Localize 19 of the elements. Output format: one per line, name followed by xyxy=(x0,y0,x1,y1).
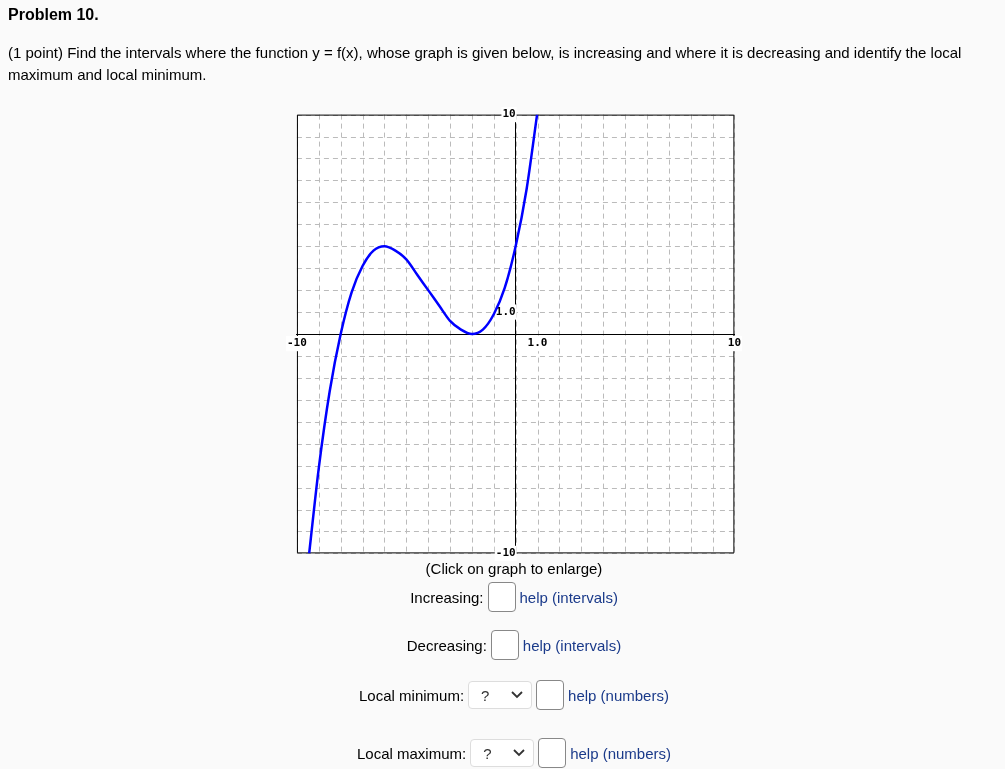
text: help (numbers) xyxy=(568,686,669,704)
chart-subtitle: (1 point) Find the intervals where the function y = f(x), whose graph is given below, is increasing and where it is decreasing and identify the local maximum and local minimum. xyxy=(8,43,963,85)
x-tick-label: -10 xyxy=(287,336,307,350)
y-tick-label: 10 xyxy=(502,107,516,121)
x-tick-label: 1.0 xyxy=(527,336,548,350)
text: Increasing: xyxy=(410,588,484,606)
text: Local maximum: xyxy=(356,744,467,762)
y-tick-label: -10 xyxy=(495,546,516,560)
text: help (numbers) xyxy=(570,744,672,762)
text: Local minimum: xyxy=(359,686,465,704)
y-tick-label: 1.0 xyxy=(495,304,516,318)
text: help (intervals) xyxy=(519,588,618,606)
dropdown: ? xyxy=(468,681,533,709)
text: Problem 10. xyxy=(8,6,99,24)
x-tick-label: 10 xyxy=(727,336,741,350)
dropdown: ? xyxy=(470,739,535,767)
text: (Click on graph to enlarge) xyxy=(424,560,604,577)
text: help (intervals) xyxy=(522,636,622,654)
text: Decreasing: xyxy=(406,636,487,654)
